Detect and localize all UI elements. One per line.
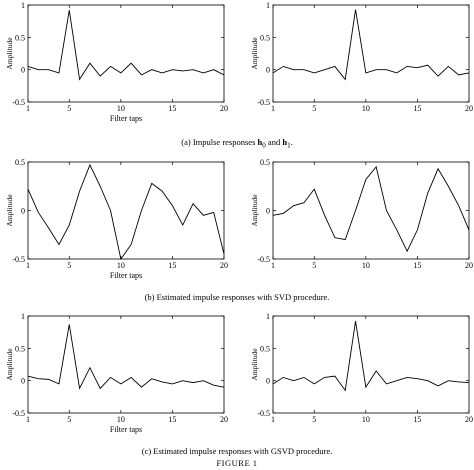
c-left-xtick-label: 20 xyxy=(220,415,228,424)
caption-a: (a) Impulse responses h0 and h1. xyxy=(0,137,474,151)
b-right-xtick-label: 15 xyxy=(413,261,421,270)
b-right-xtick-label: 10 xyxy=(362,261,370,270)
a-left-ylabel: Amplitude xyxy=(5,37,14,70)
b-left-series-line-0 xyxy=(27,163,225,261)
c-right-xtick-label: 20 xyxy=(465,415,473,424)
a-left-xlabel: Filter taps xyxy=(110,114,142,123)
a-left-series-line-0 xyxy=(27,10,225,81)
c-right-ytick-label: 1 xyxy=(266,312,270,321)
b-right-xtick-label: 5 xyxy=(312,261,316,270)
b-right-xtick-label: 20 xyxy=(465,261,473,270)
a-right-xtick-label: 20 xyxy=(465,104,473,113)
c-left-xtick-label: 5 xyxy=(67,415,71,424)
a-left-ytick-label: -0.5 xyxy=(12,98,25,107)
a-right-series-line-0 xyxy=(272,9,470,81)
caption-c: (c) Estimated impulse responses with GSV… xyxy=(141,446,333,456)
c-right-ytick-label: 0 xyxy=(266,377,270,386)
c-left-frame xyxy=(27,315,225,414)
a-right-frame xyxy=(272,4,470,103)
a-right-ytick-label: -0.5 xyxy=(257,98,270,107)
a-right-ytick-label: 0 xyxy=(266,66,270,75)
b-left-xtick-label: 5 xyxy=(67,261,71,270)
a-left-xtick-label: 5 xyxy=(67,104,71,113)
c-right-xtick-label: 5 xyxy=(312,415,316,424)
a-right-ylabel: Amplitude xyxy=(250,37,259,70)
b-left-ytick-label: -0.5 xyxy=(12,255,25,264)
caption-a-h1-sub: 1 xyxy=(287,141,291,150)
a-left-ytick-label: 0.5 xyxy=(15,33,25,42)
a-right-xtick-label: 15 xyxy=(413,104,421,113)
b-left-xtick-label: 1 xyxy=(26,261,30,270)
c-left-ylabel: Amplitude xyxy=(5,348,14,381)
a-left-xtick-label: 15 xyxy=(168,104,176,113)
b-right-ytick-label: 0.5 xyxy=(260,158,270,167)
a-left-xtick-label: 20 xyxy=(220,104,228,113)
caption-a-h0-sub: 0 xyxy=(262,141,266,150)
c-right-xtick-label: 15 xyxy=(413,415,421,424)
a-right-xtick-label: 10 xyxy=(362,104,370,113)
c-right-series-line-0 xyxy=(272,321,470,392)
a-left-xtick-label: 10 xyxy=(117,104,125,113)
c-left-ytick-label: 0 xyxy=(21,377,25,386)
b-right-frame xyxy=(272,161,470,260)
a-left-xtick-label: 1 xyxy=(26,104,30,113)
b-right-series-line-0 xyxy=(272,165,470,253)
a-right-xtick-label: 5 xyxy=(312,104,316,113)
b-left-xtick-label: 20 xyxy=(220,261,228,270)
a-right-ytick-label: 0.5 xyxy=(260,33,270,42)
c-right-xtick-label: 10 xyxy=(362,415,370,424)
caption-a-h0: h xyxy=(257,137,263,147)
c-left-xlabel: Filter taps xyxy=(110,425,142,434)
b-right-ytick-label: -0.5 xyxy=(257,255,270,264)
b-left-ytick-label: 0.5 xyxy=(15,158,25,167)
c-left-series-line-0 xyxy=(27,324,225,390)
caption-a-h1: h xyxy=(282,137,288,147)
a-right-xtick-label: 1 xyxy=(271,104,275,113)
c-left-ytick-label: 1 xyxy=(21,312,25,321)
c-right-xtick-label: 1 xyxy=(271,415,275,424)
b-right-ylabel: Amplitude xyxy=(250,194,259,227)
caption-a-suffix: . xyxy=(290,137,293,147)
b-left-frame xyxy=(27,161,225,260)
b-right-ytick-label: 0 xyxy=(266,207,270,216)
c-right-ytick-label: -0.5 xyxy=(257,409,270,418)
caption-b: (b) Estimated impulse responses with SVD… xyxy=(144,292,330,302)
b-left-xlabel: Filter taps xyxy=(110,271,142,280)
a-left-ytick-label: 0 xyxy=(21,66,25,75)
b-left-ytick-label: 0 xyxy=(21,207,25,216)
c-left-xtick-label: 1 xyxy=(26,415,30,424)
b-left-xtick-label: 15 xyxy=(168,261,176,270)
a-left-ytick-label: 1 xyxy=(21,1,25,10)
caption-a-prefix: (a) Impulse responses xyxy=(181,137,258,147)
b-left-ylabel: Amplitude xyxy=(5,194,14,227)
c-left-xtick-label: 10 xyxy=(117,415,125,424)
b-right-xtick-label: 1 xyxy=(271,261,275,270)
c-left-xtick-label: 15 xyxy=(168,415,176,424)
c-left-ytick-label: -0.5 xyxy=(12,409,25,418)
c-right-ytick-label: 0.5 xyxy=(260,344,270,353)
c-left-ytick-label: 0.5 xyxy=(15,344,25,353)
a-right-ytick-label: 1 xyxy=(266,1,270,10)
a-left-frame xyxy=(27,4,225,103)
caption-a-and: and xyxy=(265,137,283,147)
c-right-ylabel: Amplitude xyxy=(250,348,259,381)
figure-title: FIGURE 1 xyxy=(216,458,258,468)
b-left-xtick-label: 10 xyxy=(117,261,125,270)
c-right-frame xyxy=(272,315,470,414)
